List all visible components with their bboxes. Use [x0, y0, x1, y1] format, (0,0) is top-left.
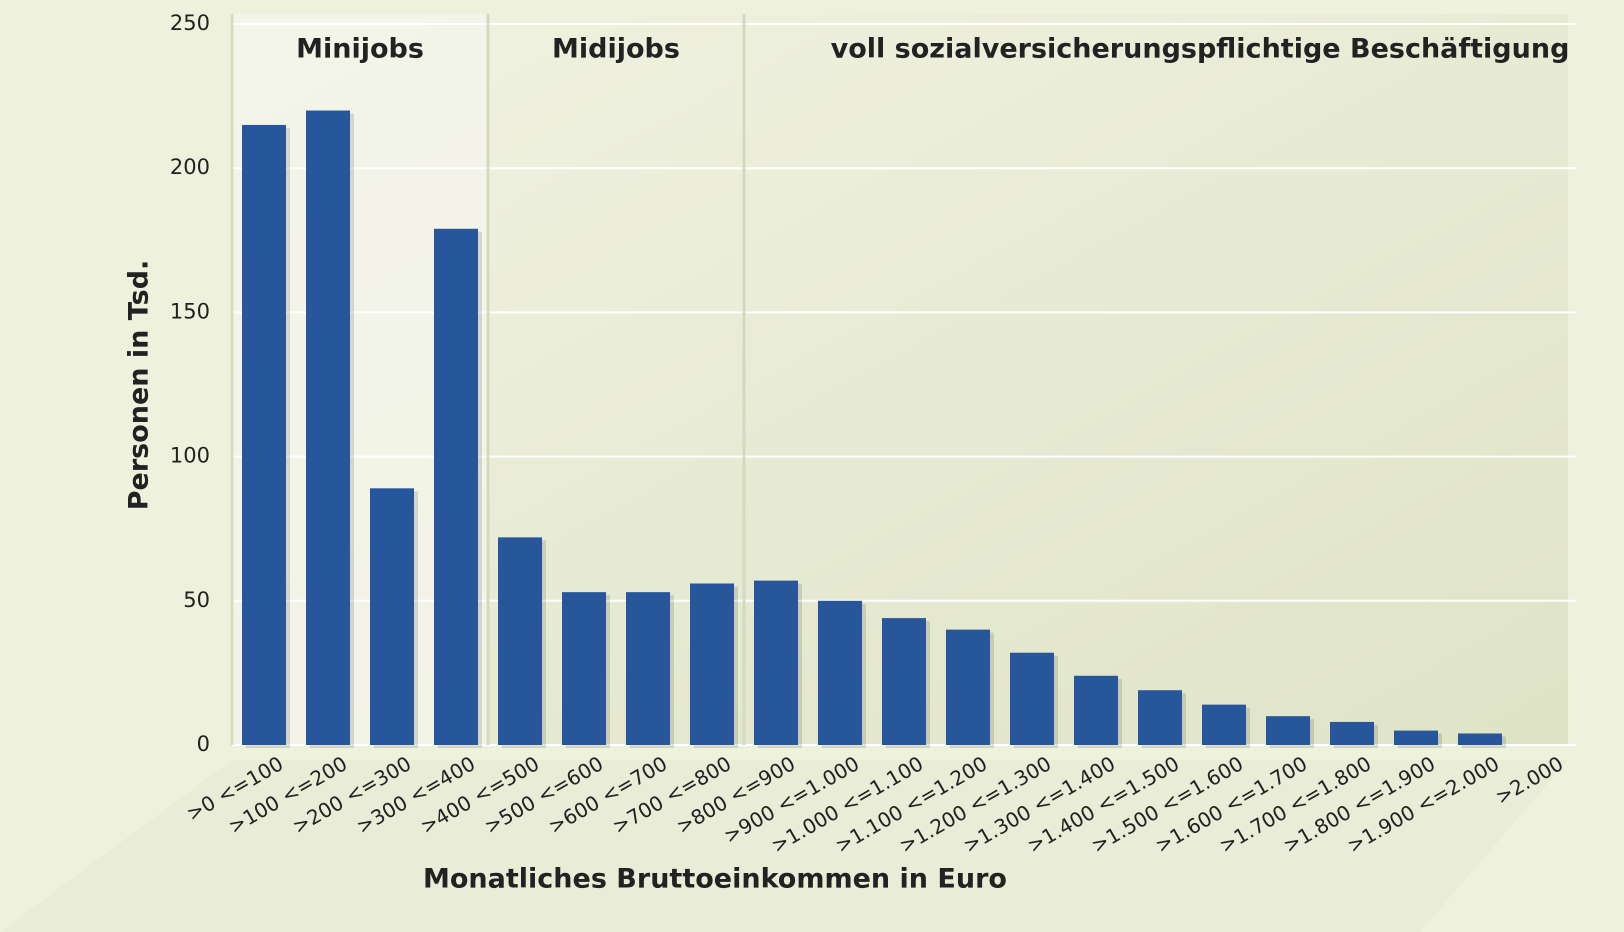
region-label: Midijobs	[552, 34, 680, 65]
bar	[818, 601, 862, 745]
bar	[1458, 733, 1502, 745]
bar	[626, 592, 670, 745]
bar	[1202, 705, 1246, 745]
y-axis-title: Personen in Tsd.	[124, 260, 155, 511]
bar	[370, 488, 414, 745]
bar	[882, 618, 926, 745]
bar	[1266, 716, 1310, 745]
x-axis-title: Monatliches Bruttoeinkommen in Euro	[423, 864, 1007, 895]
bar	[1138, 690, 1182, 745]
y-tick-label: 250	[170, 11, 210, 35]
y-tick-label: 50	[183, 588, 210, 612]
y-tick-label: 100	[170, 444, 210, 468]
y-tick-label: 150	[170, 299, 210, 323]
bar	[1074, 676, 1118, 745]
bar	[1010, 653, 1054, 745]
bar	[562, 592, 606, 745]
bar	[1330, 722, 1374, 745]
region-label: Minijobs	[296, 34, 424, 65]
bar	[690, 583, 734, 745]
bar	[946, 630, 990, 745]
bar	[1394, 731, 1438, 745]
bar	[754, 581, 798, 745]
bar	[434, 229, 478, 745]
region-label: voll sozialversicherungspflichtige Besch…	[831, 34, 1570, 65]
y-tick-label: 200	[170, 155, 210, 179]
y-tick-label: 0	[197, 732, 210, 756]
bar	[306, 111, 350, 745]
bar	[242, 125, 286, 745]
chart: Personen in Tsd. Monatliches Bruttoeinko…	[0, 0, 1624, 932]
bar	[498, 537, 542, 745]
